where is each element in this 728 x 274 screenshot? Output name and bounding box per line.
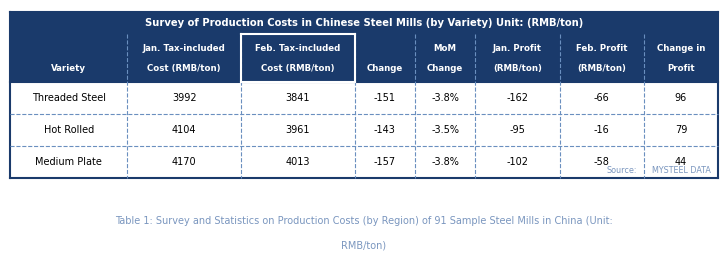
Text: 96: 96 <box>675 93 687 103</box>
Text: -3.5%: -3.5% <box>431 125 459 135</box>
Text: Change: Change <box>367 64 403 73</box>
Text: Cost (RMB/ton): Cost (RMB/ton) <box>261 64 335 73</box>
Text: Change in: Change in <box>657 44 705 53</box>
Text: Source:: Source: <box>606 167 637 175</box>
Text: Threaded Steel: Threaded Steel <box>32 93 106 103</box>
Text: 44: 44 <box>675 157 687 167</box>
Text: Hot Rolled: Hot Rolled <box>44 125 94 135</box>
Text: (RMB/ton): (RMB/ton) <box>493 64 542 73</box>
Text: -58: -58 <box>594 157 609 167</box>
Text: 3992: 3992 <box>172 93 197 103</box>
Bar <box>10 114 718 146</box>
Bar <box>10 82 718 114</box>
Text: Feb. Profit: Feb. Profit <box>576 44 628 53</box>
Text: MoM: MoM <box>434 44 456 53</box>
Text: 3841: 3841 <box>285 93 310 103</box>
Text: 4170: 4170 <box>172 157 197 167</box>
Text: 4104: 4104 <box>172 125 197 135</box>
Bar <box>10 12 718 34</box>
Text: -16: -16 <box>594 125 609 135</box>
Text: MYSTEEL DATA: MYSTEEL DATA <box>652 167 711 175</box>
Text: Survey of Production Costs in Chinese Steel Mills (by Variety) Unit: (RMB/ton): Survey of Production Costs in Chinese St… <box>145 18 583 28</box>
Text: -3.8%: -3.8% <box>431 157 459 167</box>
Text: -143: -143 <box>374 125 396 135</box>
Text: -102: -102 <box>507 157 529 167</box>
Text: Medium Plate: Medium Plate <box>35 157 102 167</box>
Text: Variety: Variety <box>51 64 86 73</box>
Text: -66: -66 <box>594 93 609 103</box>
Text: -151: -151 <box>374 93 396 103</box>
Text: Change: Change <box>427 64 463 73</box>
Bar <box>10 34 718 82</box>
Text: -95: -95 <box>510 125 526 135</box>
Text: Cost (RMB/ton): Cost (RMB/ton) <box>148 64 221 73</box>
Text: -3.8%: -3.8% <box>431 93 459 103</box>
Text: 3961: 3961 <box>285 125 310 135</box>
Text: 4013: 4013 <box>285 157 310 167</box>
Text: Jan. Profit: Jan. Profit <box>493 44 542 53</box>
Text: -162: -162 <box>507 93 529 103</box>
Text: 79: 79 <box>675 125 687 135</box>
Text: Feb. Tax-included: Feb. Tax-included <box>256 44 341 53</box>
Text: Jan. Tax-included: Jan. Tax-included <box>143 44 226 53</box>
Text: Table 1: Survey and Statistics on Production Costs (by Region) of 91 Sample Stee: Table 1: Survey and Statistics on Produc… <box>115 216 613 226</box>
Text: Profit: Profit <box>667 64 695 73</box>
Text: -157: -157 <box>374 157 396 167</box>
Text: (RMB/ton): (RMB/ton) <box>577 64 626 73</box>
Text: RMB/ton): RMB/ton) <box>341 240 387 250</box>
Bar <box>10 146 718 178</box>
